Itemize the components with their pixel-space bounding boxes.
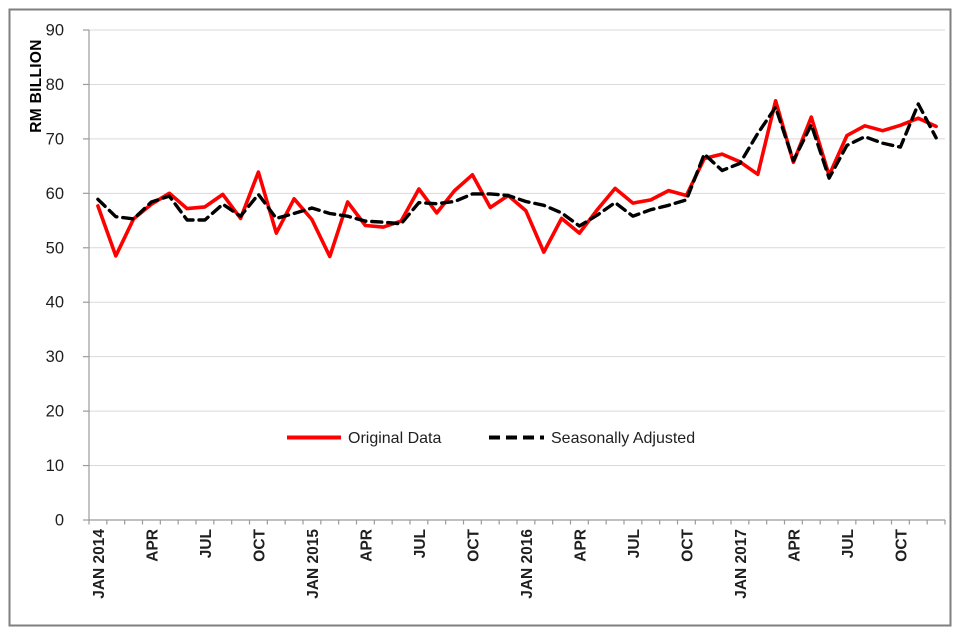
y-axis-tick-label: 80 [46, 76, 64, 94]
x-axis-tick-label: APR [144, 529, 161, 562]
x-axis-tick-label: OCT [465, 528, 482, 561]
y-axis-tick-label: 60 [46, 185, 64, 203]
legend: Original Data Seasonally Adjusted [287, 430, 695, 447]
x-axis-tick-label: OCT [251, 528, 268, 561]
y-axis-title: RM BILLION [28, 39, 45, 132]
y-axis-tick-label: 0 [55, 512, 64, 530]
original-data-line [96, 99, 938, 259]
axes [83, 29, 946, 525]
x-axis-tick-label: JUL [840, 529, 857, 558]
gridlines [89, 29, 945, 467]
x-axis-tick-label: APR [786, 529, 803, 562]
y-axis-tick-labels: 0 10 20 30 40 50 60 70 80 90 [46, 22, 64, 530]
legend-label-seasonally-adjusted: Seasonally Adjusted [551, 430, 695, 447]
x-axis-tick-label: APR [572, 529, 589, 562]
x-axis-tick-label: JAN 2017 [733, 529, 750, 599]
x-axis-tick-label: OCT [679, 528, 696, 561]
x-axis-tick-label: JAN 2014 [91, 529, 108, 599]
y-axis-tick-label: 90 [46, 22, 64, 40]
legend-label-original-data: Original Data [348, 430, 441, 447]
y-axis-tick-label: 50 [46, 239, 64, 257]
x-axis-tick-label: APR [358, 529, 375, 562]
x-axis-tick-labels: JAN 2014 APR JUL OCT JAN 2015 APR JUL OCT JAN 20… [91, 528, 911, 598]
x-axis-tick-label: JAN 2015 [305, 529, 322, 599]
figure-border [8, 8, 952, 627]
x-axis-tick-label: JAN 2016 [519, 529, 536, 599]
y-axis-tick-label: 70 [46, 130, 64, 148]
y-axis-tick-label: 30 [46, 348, 64, 366]
x-axis-tick-label: JUL [626, 529, 643, 558]
x-axis-tick-label: JUL [412, 529, 429, 558]
y-axis-tick-label: 20 [46, 403, 64, 421]
x-axis-tick-label: OCT [893, 528, 910, 561]
y-axis-tick-label: 10 [46, 457, 64, 475]
x-axis-tick-label: JUL [198, 529, 215, 558]
series-lines [96, 99, 938, 259]
seasonally-adjusted-line [96, 102, 938, 228]
y-axis-tick-label: 40 [46, 294, 64, 312]
